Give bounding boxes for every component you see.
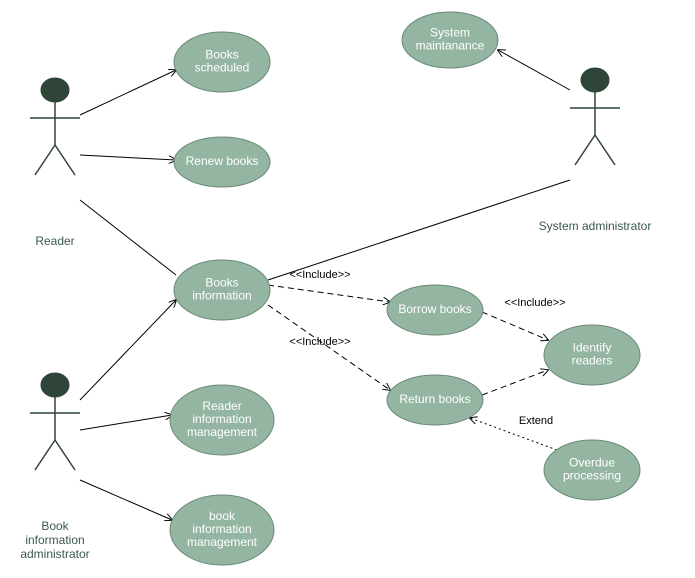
edge <box>80 70 176 115</box>
edge <box>80 480 172 520</box>
edges-layer: <<Include>> <<Include>> <<Include>> Extend <box>80 50 570 520</box>
use-case-label: readers <box>572 354 613 368</box>
edge <box>80 200 176 275</box>
use-case-label: maintanance <box>416 39 485 53</box>
use-case-label: System <box>430 26 470 40</box>
actor-sysadmin: System administrator <box>539 68 652 233</box>
actor-label: Reader <box>35 234 74 248</box>
usecases-layer: BooksscheduledRenew booksBooksinformatio… <box>170 12 640 565</box>
use-case-label: management <box>187 425 258 439</box>
edge-label: <<Include>> <box>289 336 350 348</box>
use-case-diagram: <<Include>> <<Include>> <<Include>> Extend B… <box>0 0 695 578</box>
edge-label: Extend <box>519 415 553 427</box>
use-case-label: Borrow books <box>398 302 471 316</box>
actor-label: administrator <box>20 547 89 561</box>
use-case-label: Books <box>205 276 238 290</box>
use-case-label: Return books <box>399 392 470 406</box>
edge <box>80 155 176 160</box>
actor-reader: Reader <box>30 78 80 248</box>
use-case-label: Overdue <box>569 456 615 470</box>
actor-bookadmin: Bookinformationadministrator <box>20 373 89 561</box>
edge-label: <<Include>> <box>289 269 350 281</box>
edge <box>80 415 172 430</box>
use-case-label: processing <box>563 469 621 483</box>
edge <box>482 312 548 340</box>
use-case-label: scheduled <box>195 61 250 75</box>
use-case-label: information <box>192 522 251 536</box>
use-case-label: management <box>187 535 258 549</box>
edge <box>268 180 570 280</box>
edge <box>80 300 176 400</box>
edge-label: <<Include>> <box>504 297 565 309</box>
edge <box>482 370 548 395</box>
use-case-label: information <box>192 412 251 426</box>
use-case-label: Books <box>205 48 238 62</box>
edge <box>268 285 390 302</box>
use-case-label: Identify <box>573 341 612 355</box>
actor-label: information <box>25 533 84 547</box>
use-case-label: Reader <box>202 399 241 413</box>
actor-label: System administrator <box>539 219 652 233</box>
edge <box>498 50 570 90</box>
use-case-label: book <box>209 509 236 523</box>
actor-label: Book <box>41 519 69 533</box>
use-case-label: Renew books <box>186 154 259 168</box>
use-case-label: information <box>192 289 251 303</box>
